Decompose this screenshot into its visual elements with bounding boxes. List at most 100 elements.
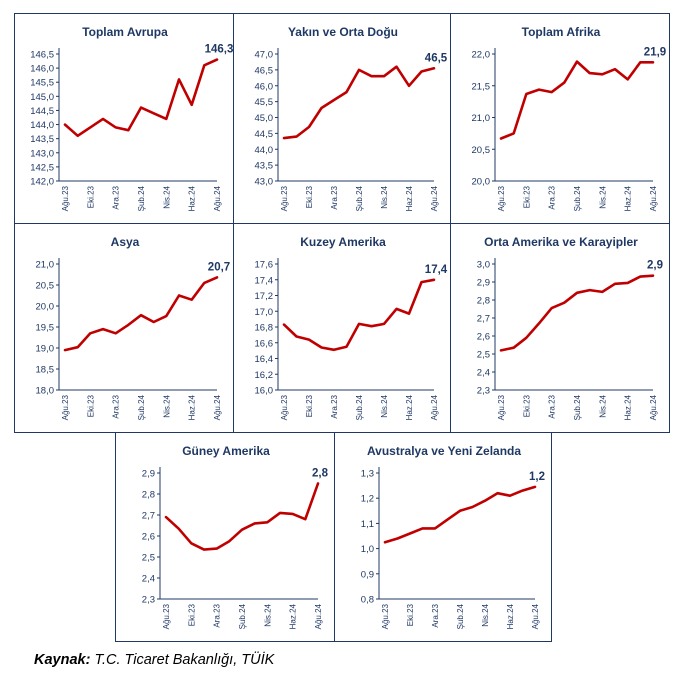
x-tick-label: Haz.24	[188, 185, 197, 211]
x-tick-label: Ağu.23	[280, 185, 289, 211]
x-tick-label: Eki.23	[522, 394, 531, 417]
x-tick-label: Nis.24	[162, 185, 171, 208]
y-tick-label: 21,0	[472, 113, 491, 124]
y-tick-label: 2,5	[477, 350, 490, 361]
chart-toplam-avrupa: Toplam Avrupa 142,0 142,5 143,0 143,5 144,0 14…	[30, 25, 233, 211]
chart-orta-amerika-ve-karayipler: Orta Amerika ve Karayipler 2,3 2,4 2,5 2,6 2,…	[477, 235, 663, 420]
series-line	[63, 58, 219, 138]
y-tick-label: 1,1	[361, 519, 374, 530]
x-tick-label: Ağu.23	[162, 603, 171, 629]
x-tick-label: Ağu.23	[61, 394, 70, 420]
y-tick-label: 17,6	[255, 260, 274, 271]
x-tick-label: Şub.24	[355, 394, 364, 420]
y-tick-label: 2,9	[477, 278, 490, 289]
y-tick-label: 22,0	[472, 50, 491, 61]
x-tick-label: Ağu.23	[280, 394, 289, 420]
panel-toplam-afrika: Toplam Afrika 20,0 20,5 21,0 21,5 22,0 Ağu.23 E…	[450, 13, 670, 224]
series-line	[63, 276, 219, 352]
end-value-label: 20,7	[208, 261, 230, 273]
chart-guney-amerika: Güney Amerika 2,3 2,4 2,5 2,6 2,7 2,8 2,9 Ağu.23…	[142, 444, 329, 629]
y-tick-label: 2,9	[142, 469, 155, 480]
end-value-label: 17,4	[425, 264, 448, 276]
panel-orta-amerika-ve-karayipler: Orta Amerika ve Karayipler 2,3 2,4 2,5 2,6 2,…	[450, 223, 670, 433]
x-tick-label: Nis.24	[162, 394, 171, 417]
x-tick-label: Nis.24	[380, 185, 389, 208]
series-line	[282, 278, 436, 352]
panel-kuzey-amerika: Kuzey Amerika 16,0 16,2 16,4 16,6 16,8 17,0 17,…	[233, 223, 451, 433]
x-tick-label: Ara.23	[112, 185, 121, 209]
x-tick-label: Nis.24	[263, 603, 272, 626]
y-tick-label: 1,2	[361, 494, 374, 505]
y-tick-label: 142,5	[30, 162, 54, 173]
series-line	[383, 485, 537, 544]
y-tick-label: 20,5	[472, 145, 491, 156]
y-tick-label: 19,0	[36, 344, 55, 355]
y-tick-label: 146,0	[30, 64, 54, 75]
y-tick-label: 16,2	[255, 370, 274, 381]
y-tick-label: 47,0	[255, 50, 274, 61]
x-tick-label: Eki.23	[305, 185, 314, 208]
chart-title: Kuzey Amerika	[300, 235, 386, 249]
x-tick-label: Nis.24	[598, 394, 607, 417]
chart-kuzey-amerika: Kuzey Amerika 16,0 16,2 16,4 16,6 16,8 17,0 17,…	[255, 235, 448, 420]
chart-title: Toplam Afrika	[522, 25, 601, 39]
x-tick-label: Ara.23	[330, 394, 339, 418]
y-tick-label: 144,5	[30, 106, 54, 117]
x-tick-label: Ara.23	[112, 394, 121, 418]
chart-title: Asya	[111, 235, 140, 249]
y-tick-label: 17,0	[255, 307, 274, 318]
y-tick-label: 17,4	[255, 275, 274, 286]
y-tick-label: 46,5	[255, 65, 274, 76]
x-tick-label: Ağu.23	[61, 185, 70, 211]
y-tick-label: 20,5	[36, 281, 55, 292]
y-tick-label: 20,0	[472, 177, 491, 188]
end-value-label: 1,2	[529, 471, 545, 483]
end-value-label: 46,5	[425, 52, 448, 64]
x-tick-label: Şub.24	[456, 603, 465, 629]
end-value-label: 2,9	[647, 260, 663, 272]
end-value-label: 2,8	[312, 468, 329, 480]
y-tick-label: 18,0	[36, 386, 55, 397]
end-value-label: 21,9	[644, 46, 666, 58]
series-line	[499, 274, 655, 352]
x-tick-label: Haz.24	[506, 603, 515, 629]
y-tick-label: 1,3	[361, 469, 374, 480]
y-tick-label: 2,6	[142, 532, 155, 543]
y-tick-label: 1,0	[361, 544, 374, 555]
x-tick-label: Haz.24	[289, 603, 298, 629]
x-tick-label: Eki.23	[86, 185, 95, 208]
x-tick-label: Nis.24	[481, 603, 490, 626]
y-tick-label: 2,3	[477, 386, 490, 397]
x-tick-label: Ağu.24	[213, 185, 222, 211]
x-tick-label: Nis.24	[598, 185, 607, 208]
x-tick-label: Ağu.24	[531, 603, 540, 629]
panel-guney-amerika: Güney Amerika 2,3 2,4 2,5 2,6 2,7 2,8 2,9 Ağu.23…	[115, 432, 335, 642]
x-tick-label: Ağu.24	[213, 394, 222, 420]
y-tick-label: 2,6	[477, 332, 490, 343]
source-label: Kaynak:	[34, 652, 91, 668]
y-tick-label: 2,8	[477, 296, 490, 307]
x-tick-label: Şub.24	[137, 185, 146, 211]
y-tick-label: 16,8	[255, 323, 274, 334]
chart-title: Yakın ve Orta Doğu	[288, 25, 398, 39]
y-tick-label: 2,3	[142, 595, 155, 606]
x-tick-label: Eki.23	[406, 603, 415, 626]
y-tick-label: 16,0	[255, 386, 274, 397]
y-tick-label: 142,0	[30, 177, 54, 188]
y-tick-label: 21,5	[472, 81, 491, 92]
x-tick-label: Nis.24	[380, 394, 389, 417]
x-tick-label: Eki.23	[305, 394, 314, 417]
x-tick-label: Ara.23	[548, 394, 557, 418]
y-tick-label: 44,5	[255, 129, 274, 140]
series-line	[282, 65, 436, 140]
x-tick-label: Eki.23	[522, 185, 531, 208]
x-tick-label: Haz.24	[405, 185, 414, 211]
x-tick-label: Haz.24	[188, 394, 197, 420]
y-tick-label: 17,2	[255, 291, 274, 302]
chart-avustralya-ve-yeni-zelanda: Avustralya ve Yeni Zelanda 0,8 0,9 1,0 1,1 1,…	[361, 444, 545, 629]
x-tick-label: Ağu.23	[381, 603, 390, 629]
x-tick-label: Ara.23	[213, 603, 222, 627]
y-tick-label: 143,0	[30, 148, 54, 159]
x-tick-label: Ağu.23	[497, 394, 506, 420]
y-tick-label: 2,7	[142, 511, 155, 522]
